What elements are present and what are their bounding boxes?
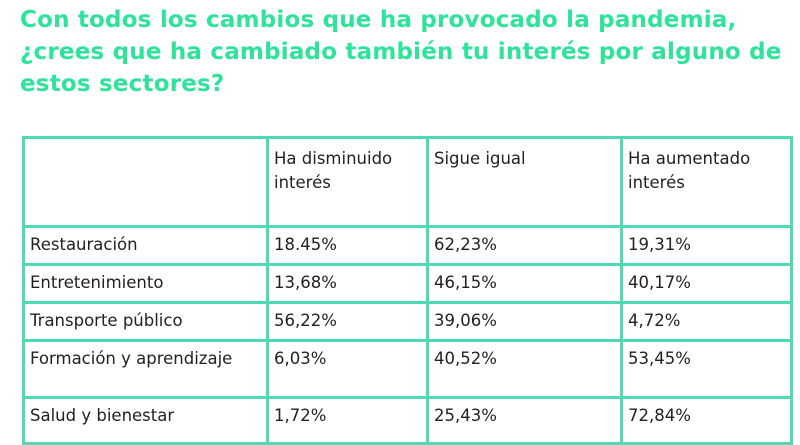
survey-table: Ha disminuido interés Sigue igual Ha aum… xyxy=(22,136,793,445)
header-cell: Ha disminuido interés xyxy=(266,136,429,228)
table-row: Formación y aprendizaje 6,03% 40,52% 53,… xyxy=(22,339,793,399)
value-cell: 4,72% xyxy=(620,301,793,342)
value-cell: 72,84% xyxy=(620,396,793,445)
value-cell: 53,45% xyxy=(620,339,793,399)
sector-cell: Restauración xyxy=(22,225,269,266)
value-cell: 40,52% xyxy=(426,339,623,399)
table-row: Entretenimiento 13,68% 46,15% 40,17% xyxy=(22,263,793,304)
table-row: Transporte público 56,22% 39,06% 4,72% xyxy=(22,301,793,342)
sector-cell: Formación y aprendizaje xyxy=(22,339,269,399)
sector-cell: Transporte público xyxy=(22,301,269,342)
value-cell: 25,43% xyxy=(426,396,623,445)
value-cell: 62,23% xyxy=(426,225,623,266)
value-cell: 6,03% xyxy=(266,339,429,399)
table-header-row: Ha disminuido interés Sigue igual Ha aum… xyxy=(22,136,793,228)
header-cell: Sigue igual xyxy=(426,136,623,228)
header-cell: Ha aumentado interés xyxy=(620,136,793,228)
table-row: Restauración 18.45% 62,23% 19,31% xyxy=(22,225,793,266)
sector-cell: Entretenimiento xyxy=(22,263,269,304)
page-title: Con todos los cambios que ha provocado l… xyxy=(20,7,782,97)
header-cell xyxy=(22,136,269,228)
value-cell: 13,68% xyxy=(266,263,429,304)
table-row: Salud y bienestar 1,72% 25,43% 72,84% xyxy=(22,396,793,445)
value-cell: 46,15% xyxy=(426,263,623,304)
value-cell: 39,06% xyxy=(426,301,623,342)
value-cell: 56,22% xyxy=(266,301,429,342)
sector-cell: Salud y bienestar xyxy=(22,396,269,445)
value-cell: 40,17% xyxy=(620,263,793,304)
value-cell: 19,31% xyxy=(620,225,793,266)
value-cell: 18.45% xyxy=(266,225,429,266)
value-cell: 1,72% xyxy=(266,396,429,445)
